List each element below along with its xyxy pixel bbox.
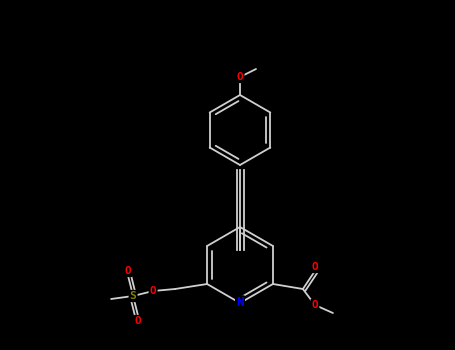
Text: O: O (125, 266, 131, 276)
Text: O: O (135, 316, 142, 326)
Text: O: O (150, 286, 157, 296)
Text: O: O (312, 300, 318, 310)
Text: O: O (312, 262, 318, 272)
Text: O: O (237, 72, 243, 82)
Text: S: S (130, 291, 136, 301)
Text: N: N (236, 296, 244, 309)
